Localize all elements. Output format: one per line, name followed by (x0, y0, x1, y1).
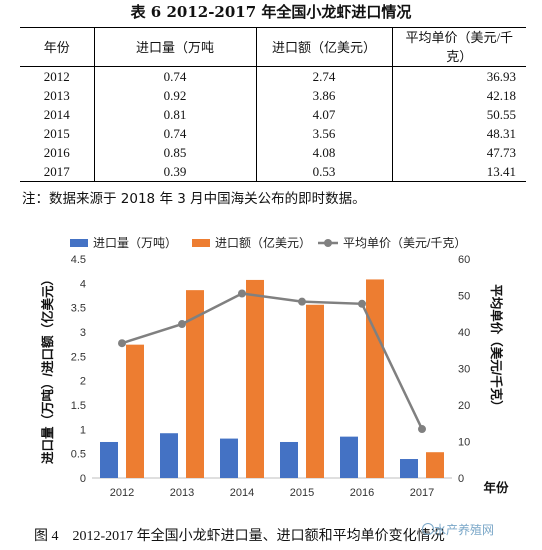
y2-axis-title: 平均单价（美元/千克） (489, 284, 504, 412)
cell-volume: 0.39 (93, 162, 257, 182)
cell-price: 47.73 (391, 143, 526, 162)
legend-label-volume: 进口量（万吨） (93, 236, 177, 250)
bar-value (186, 290, 204, 478)
x-tick-label: 2012 (110, 487, 134, 499)
bar-value (426, 452, 444, 478)
cell-year: 2016 (20, 143, 95, 162)
header-value: 进口额（亿美元） (255, 27, 393, 67)
cell-price: 42.18 (391, 86, 526, 105)
point-avg-price (178, 320, 186, 329)
point-avg-price (358, 299, 366, 308)
figure-caption: 图 4 2012-2017 年全国小龙虾进口量、进口额和平均单价变化情况 (34, 529, 445, 544)
y-tick-label: 3 (80, 327, 86, 339)
legend-swatch-value (192, 239, 210, 247)
y-tick-label: 0 (80, 473, 86, 485)
x-tick-label: 2016 (350, 487, 374, 499)
table-row: 2013 0.92 3.86 42.18 (20, 86, 526, 105)
cell-volume: 0.92 (93, 86, 257, 105)
legend-label-value: 进口额（亿美元） (215, 235, 311, 250)
cell-value: 2.74 (255, 66, 393, 86)
cell-year: 2015 (20, 124, 95, 143)
bar-volume (340, 436, 358, 478)
point-avg-price (418, 425, 426, 434)
cell-value: 4.08 (255, 143, 393, 162)
cell-year: 2013 (20, 86, 95, 105)
bar-volume (100, 441, 118, 478)
x-tick-label: 2014 (230, 487, 254, 499)
cell-volume: 0.74 (93, 66, 257, 86)
y-axis-title: 进口量（万吨）/进口额（亿美元） (40, 273, 55, 464)
point-avg-price (298, 297, 306, 306)
x-tick-label: 2017 (410, 487, 434, 499)
bar-value (126, 344, 144, 478)
header-volume: 进口量（万吨 (93, 27, 257, 67)
wechat-icon (422, 523, 434, 535)
y-tick-label: 1 (80, 424, 86, 436)
x-axis-title: 年份 (483, 480, 509, 495)
y2-tick-label: 20 (458, 400, 470, 412)
y-tick-label: 3.5 (71, 303, 86, 315)
cell-volume: 0.81 (93, 105, 257, 124)
cell-value: 4.07 (255, 105, 393, 124)
y2-tick-label: 10 (458, 437, 470, 449)
y-tick-label: 2.5 (71, 351, 86, 363)
table-row: 2017 0.39 0.53 13.41 (20, 162, 526, 182)
table-row: 2014 0.81 4.07 50.55 (20, 105, 526, 124)
cell-price: 50.55 (391, 105, 526, 124)
cell-price: 48.31 (391, 124, 526, 143)
bar-value (306, 304, 324, 478)
table-row: 2015 0.74 3.56 48.31 (20, 124, 526, 143)
header-year: 年份 (20, 27, 95, 67)
y-tick-label: 1.5 (71, 400, 86, 412)
cell-year: 2014 (20, 105, 95, 124)
y-tick-label: 2 (80, 376, 86, 388)
bar-volume (220, 438, 238, 478)
y2-tick-label: 0 (458, 473, 464, 485)
x-tick-label: 2015 (290, 487, 314, 499)
bar-value (366, 279, 384, 478)
import-combo-chart: 0 0.5 1 1.5 2 2.5 3 3.5 4 4.5 0 10 20 30 40 50 60 2012 201… (40, 235, 509, 499)
y-tick-label: 0.5 (71, 449, 86, 461)
point-avg-price (238, 289, 246, 298)
table-row: 2016 0.85 4.08 47.73 (20, 143, 526, 162)
y-tick-label: 4.5 (71, 254, 86, 266)
y2-tick-label: 60 (458, 254, 470, 266)
cell-price: 36.93 (391, 66, 526, 86)
bar-volume (400, 459, 418, 478)
y2-tick-label: 50 (458, 291, 470, 303)
y2-tick-label: 40 (458, 327, 470, 339)
cell-volume: 0.74 (93, 124, 257, 143)
table-title: 表 6 2012-2017 年全国小龙虾进口情况 (130, 3, 412, 21)
cell-volume: 0.85 (93, 143, 257, 162)
line-avg-price (121, 292, 424, 430)
watermark: 水产养殖网 (434, 523, 495, 537)
y2-tick-label: 30 (458, 364, 470, 376)
legend-label-price: 平均单价（美元/千克） (343, 236, 466, 250)
header-price: 平均单价（美元/千克） (391, 27, 526, 67)
y-tick-label: 4 (80, 278, 86, 290)
cell-value: 0.53 (255, 162, 393, 182)
legend-marker-price (324, 239, 332, 247)
table-header-row: 年份 进口量（万吨 进口额（亿美元） 平均单价（美元/千克） (20, 27, 526, 67)
cell-year: 2012 (20, 66, 95, 86)
x-tick-label: 2013 (170, 487, 194, 499)
bar-volume (280, 441, 298, 478)
cell-year: 2017 (20, 162, 95, 182)
cell-price: 13.41 (391, 162, 526, 182)
import-table: 年份 进口量（万吨 进口额（亿美元） 平均单价（美元/千克） 2012 0.74… (20, 27, 526, 182)
data-source-note: 注：数据来源于 2018 年 3 月中国海关公布的即时数据。 (22, 191, 366, 207)
table-row: 2012 0.74 2.74 36.93 (20, 66, 526, 86)
bar-volume (160, 433, 178, 478)
point-avg-price (118, 339, 126, 348)
cell-value: 3.56 (255, 124, 393, 143)
bar-value (246, 279, 264, 478)
legend-swatch-volume (70, 239, 88, 247)
cell-value: 3.86 (255, 86, 393, 105)
